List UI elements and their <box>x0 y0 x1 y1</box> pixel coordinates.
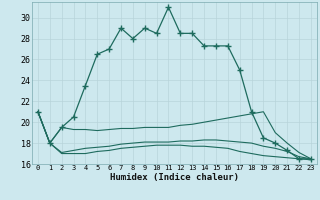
X-axis label: Humidex (Indice chaleur): Humidex (Indice chaleur) <box>110 173 239 182</box>
